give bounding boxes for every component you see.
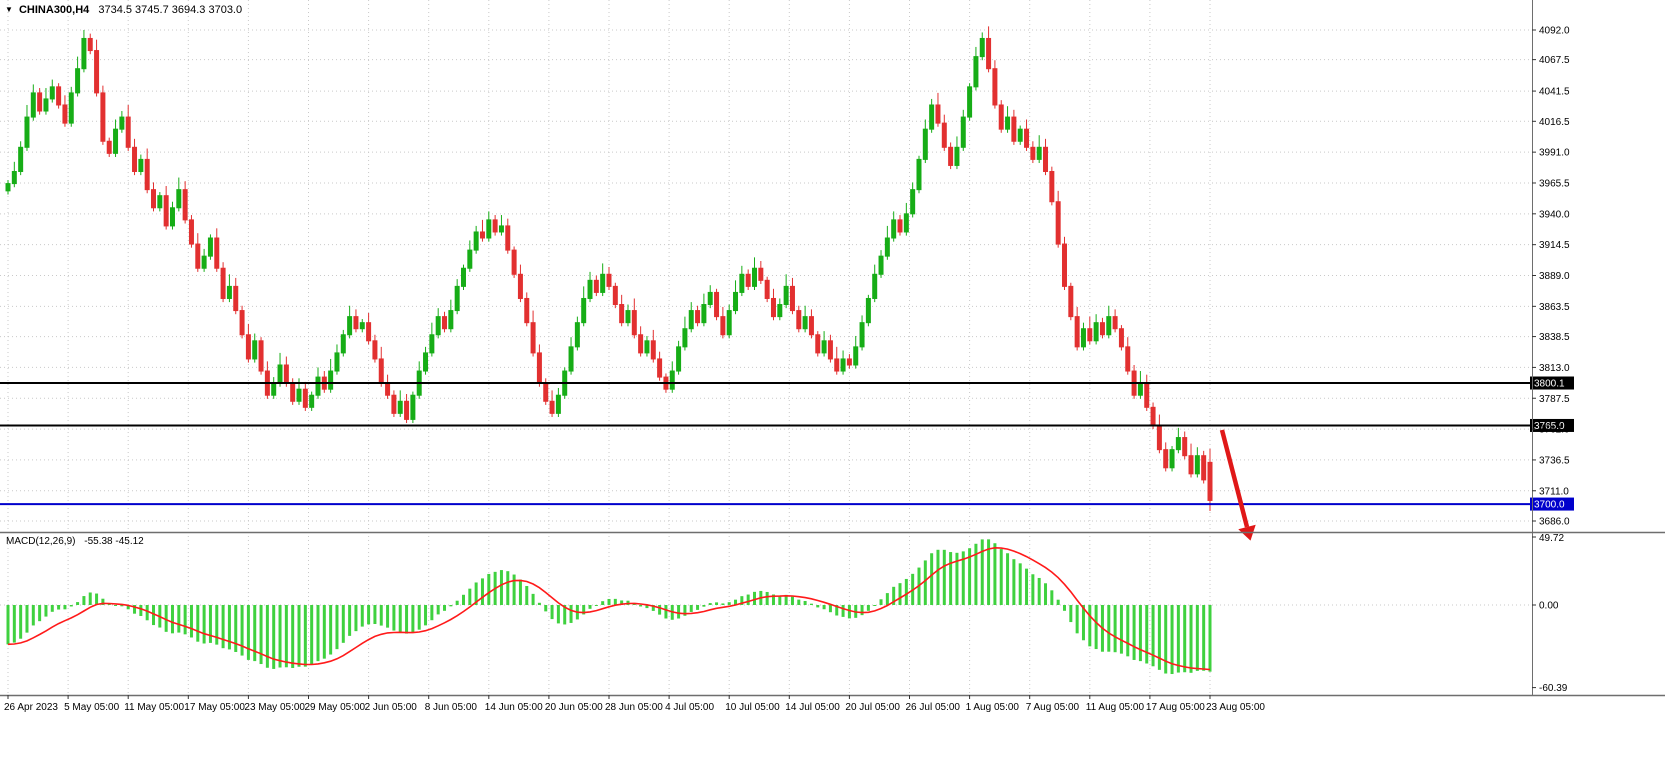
svg-text:14 Jul 05:00: 14 Jul 05:00 <box>785 702 840 713</box>
svg-text:7 Aug 05:00: 7 Aug 05:00 <box>1026 702 1080 713</box>
svg-text:11 Aug 05:00: 11 Aug 05:00 <box>1086 702 1145 713</box>
symbol-timeframe-label: CHINA300,H4 <box>18 4 90 16</box>
svg-text:3863.5: 3863.5 <box>1539 302 1570 313</box>
macd-name-label: MACD(12,26,9) <box>6 536 76 547</box>
svg-text:17 Aug 05:00: 17 Aug 05:00 <box>1146 702 1205 713</box>
svg-text:3711.0: 3711.0 <box>1539 486 1569 497</box>
macd-indicator-label: MACD(12,26,9) -55.38 -45.12 <box>6 536 144 547</box>
svg-text:3787.5: 3787.5 <box>1539 394 1570 405</box>
svg-text:4067.5: 4067.5 <box>1539 55 1570 66</box>
price-axis[interactable]: 4092.0 4067.5 4041.5 4016.5 3991.0 3965.5 3940… <box>1532 26 1570 528</box>
price-tag-3765.0 <box>1530 418 1574 432</box>
macd-signal-line <box>7 546 1211 671</box>
svg-text:3914.5: 3914.5 <box>1539 240 1570 251</box>
svg-text:11 May 05:00: 11 May 05:00 <box>124 702 184 713</box>
grid-layer <box>0 0 1532 695</box>
svg-text:3838.5: 3838.5 <box>1539 332 1570 343</box>
svg-text:20 Jul 05:00: 20 Jul 05:00 <box>845 702 900 713</box>
macd-axis[interactable]: 49.72 0.00 -60.39 <box>1532 533 1568 694</box>
svg-text:4041.5: 4041.5 <box>1539 87 1570 98</box>
svg-text:3700.0: 3700.0 <box>1534 500 1565 511</box>
svg-text:1 Aug 05:00: 1 Aug 05:00 <box>966 702 1020 713</box>
svg-text:49.72: 49.72 <box>1539 533 1564 544</box>
price-tag-3700.0 <box>1530 497 1574 511</box>
svg-text:3889.0: 3889.0 <box>1539 271 1570 282</box>
ohlc-values-label: 3734.5 3745.7 3694.3 3703.0 <box>98 4 243 16</box>
svg-text:29 May 05:00: 29 May 05:00 <box>305 702 366 713</box>
svg-text:0.00: 0.00 <box>1539 601 1559 612</box>
svg-text:26 Jul 05:00: 26 Jul 05:00 <box>906 702 961 713</box>
svg-text:4 Jul 05:00: 4 Jul 05:00 <box>665 702 714 713</box>
svg-text:-60.39: -60.39 <box>1539 683 1568 694</box>
svg-text:4016.5: 4016.5 <box>1539 117 1570 128</box>
svg-text:14 Jun 05:00: 14 Jun 05:00 <box>485 702 543 713</box>
svg-text:3940.0: 3940.0 <box>1539 209 1570 220</box>
hlines-layer[interactable]: 3800.1 3765.0 3700.0 <box>0 376 1574 511</box>
svg-text:23 May 05:00: 23 May 05:00 <box>244 702 305 713</box>
symbol-dropdown-icon[interactable]: ▼ <box>5 5 13 14</box>
svg-text:3762.0: 3762.0 <box>1539 425 1570 436</box>
svg-text:3965.5: 3965.5 <box>1539 178 1570 189</box>
macd-current-values: -55.38 -45.12 <box>84 536 144 547</box>
svg-text:20 Jun 05:00: 20 Jun 05:00 <box>545 702 603 713</box>
panel-frame <box>0 0 1665 697</box>
chart-title: ▼ CHINA300,H4 3734.5 3745.7 3694.3 3703.… <box>5 4 242 16</box>
svg-text:10 Jul 05:00: 10 Jul 05:00 <box>725 702 780 713</box>
svg-text:23 Aug 05:00: 23 Aug 05:00 <box>1206 702 1265 713</box>
svg-text:3800.1: 3800.1 <box>1534 379 1565 390</box>
svg-text:4092.0: 4092.0 <box>1539 26 1570 37</box>
svg-text:3813.0: 3813.0 <box>1539 363 1570 374</box>
svg-text:17 May 05:00: 17 May 05:00 <box>184 702 245 713</box>
svg-text:28 Jun 05:00: 28 Jun 05:00 <box>605 702 663 713</box>
macd-layer[interactable] <box>6 539 1212 675</box>
svg-text:3765.0: 3765.0 <box>1534 421 1565 432</box>
svg-text:8 Jun 05:00: 8 Jun 05:00 <box>425 702 478 713</box>
time-axis[interactable]: 26 Apr 2023 5 May 05:00 11 May 05:00 17 May… <box>4 695 1265 713</box>
svg-text:26 Apr 2023: 26 Apr 2023 <box>4 702 58 713</box>
svg-text:3686.0: 3686.0 <box>1539 517 1570 528</box>
svg-text:2 Jun 05:00: 2 Jun 05:00 <box>365 702 418 713</box>
svg-text:5 May 05:00: 5 May 05:00 <box>64 702 119 713</box>
svg-text:3991.0: 3991.0 <box>1539 148 1570 159</box>
svg-text:3736.5: 3736.5 <box>1539 455 1570 466</box>
price-tag-3800.1 <box>1530 376 1574 390</box>
